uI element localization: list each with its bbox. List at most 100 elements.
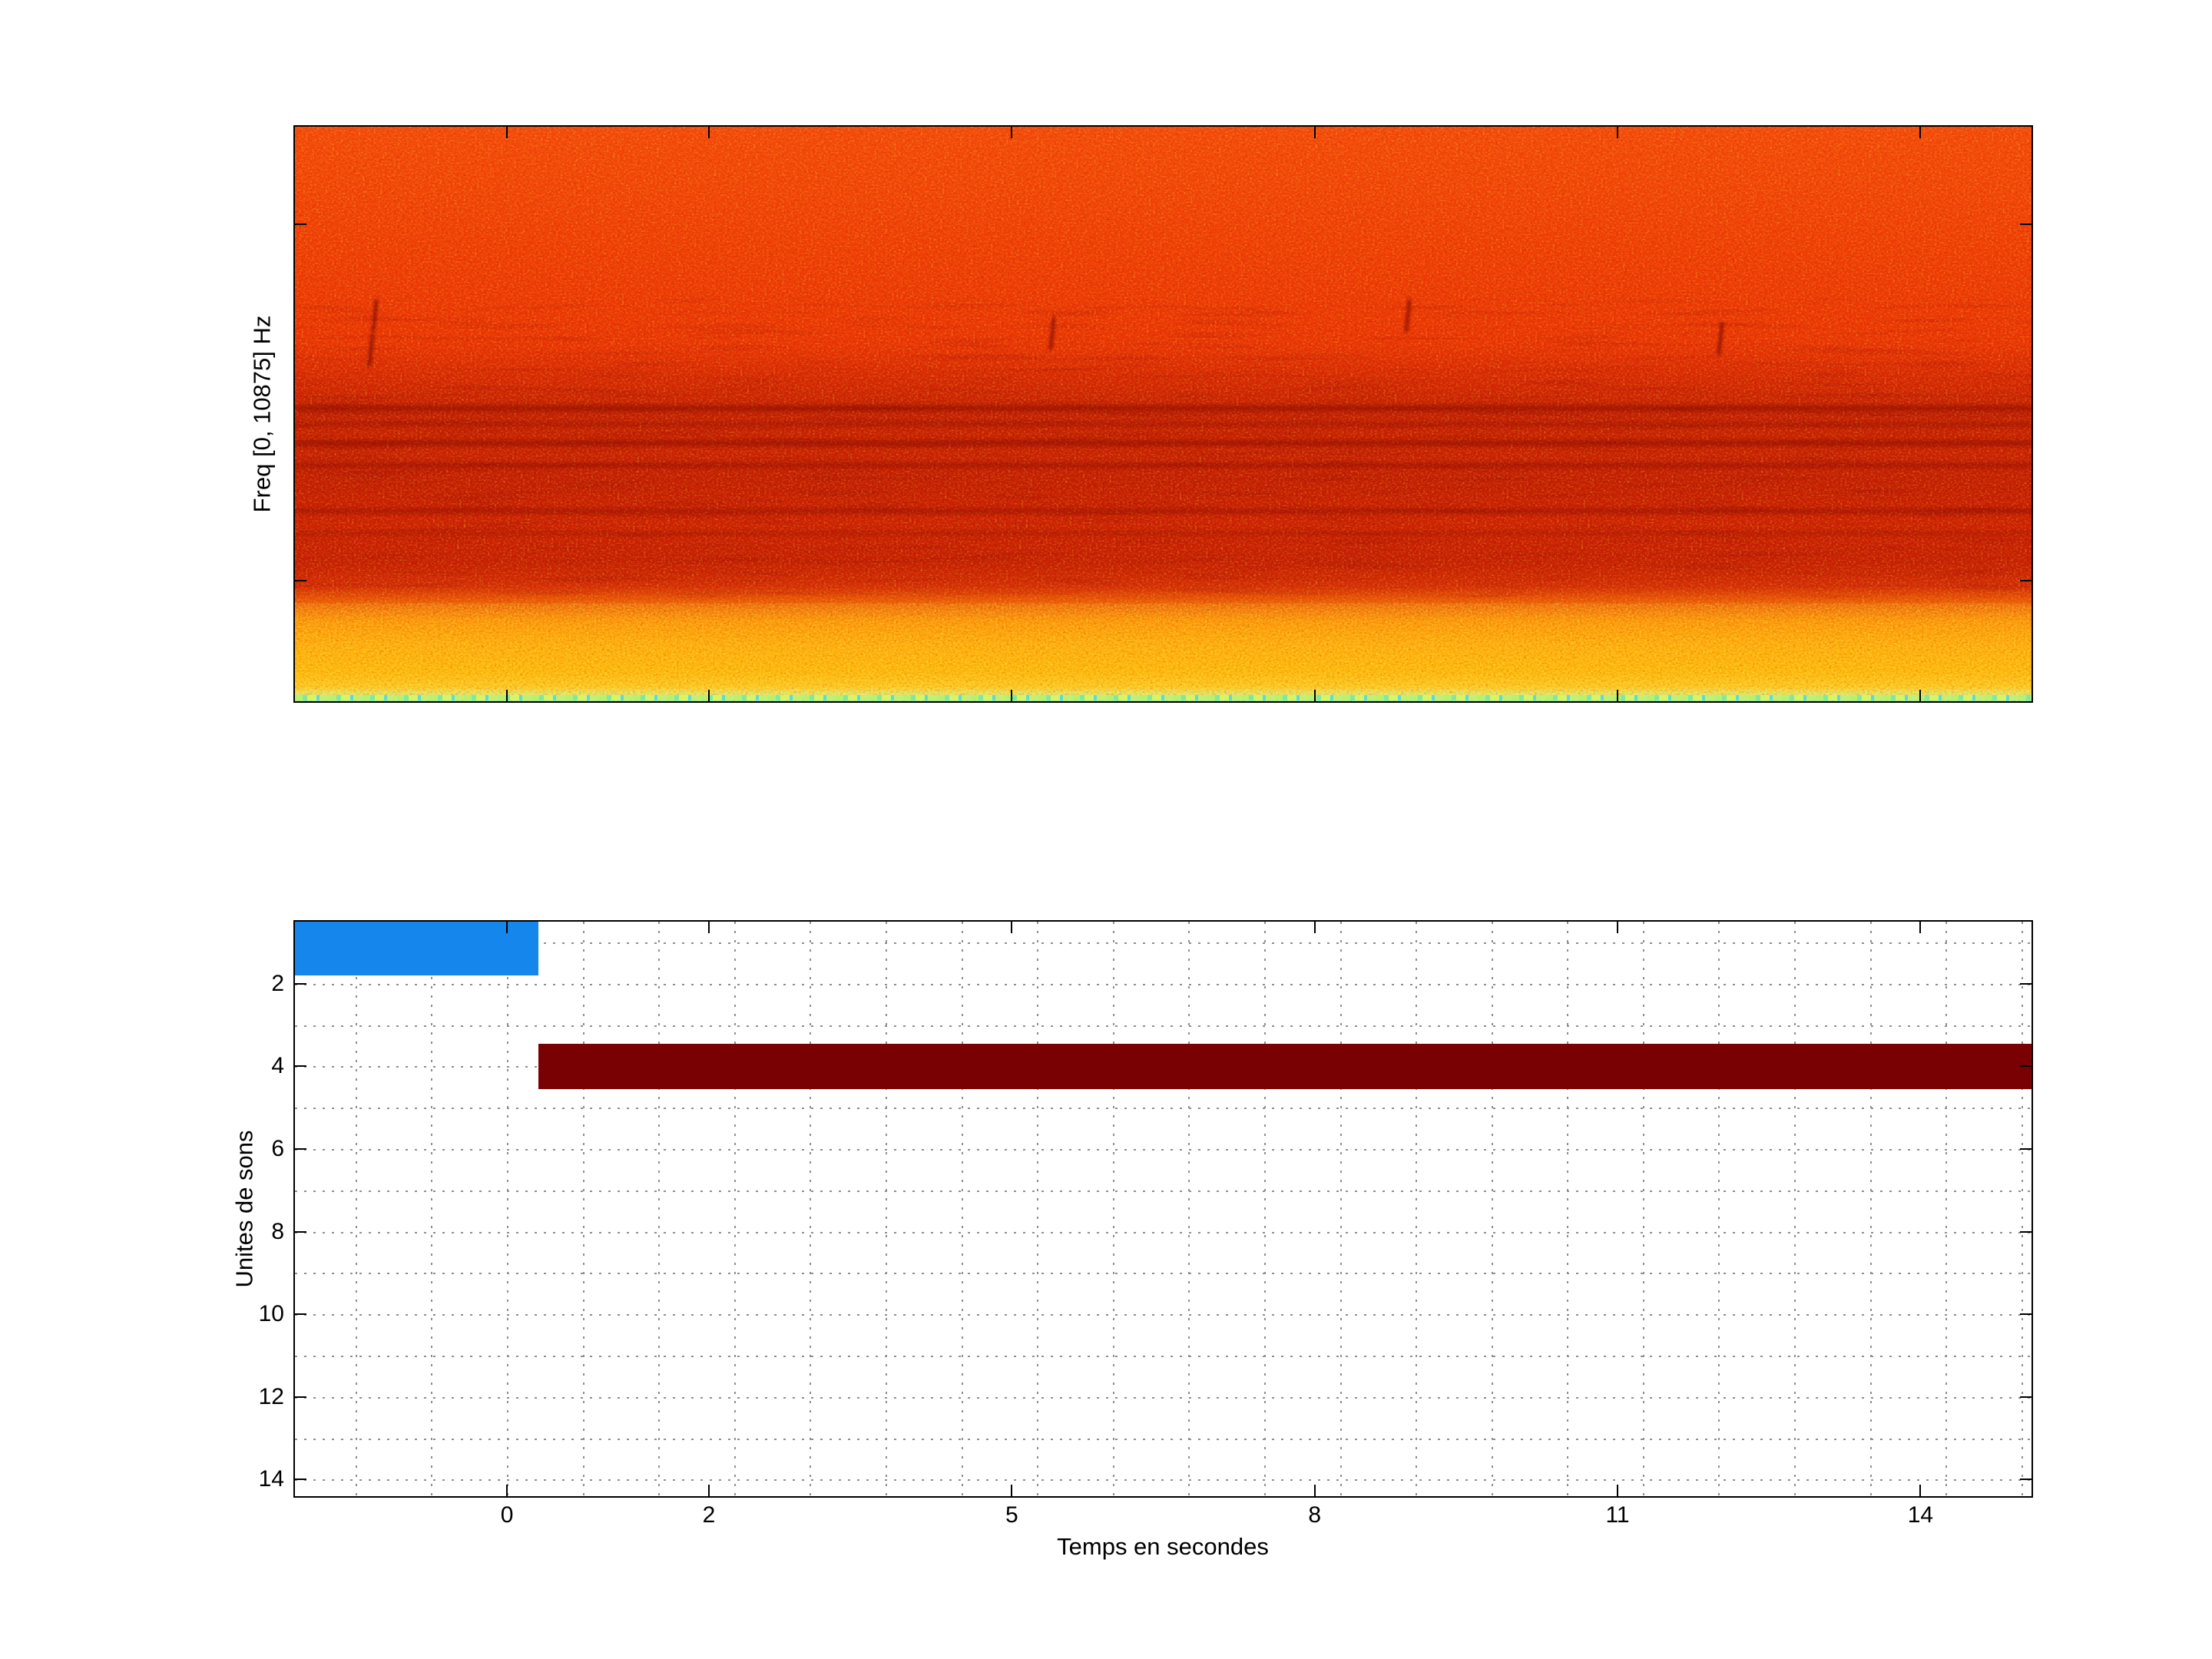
- x-tick-mark: [707, 127, 710, 138]
- x-tick-mark: [707, 690, 710, 701]
- activity-bar-unit-4: [538, 1043, 2032, 1089]
- spectrogram-bright-speckle-texture: [295, 127, 2032, 701]
- spectrogram-harmonic-streak: [295, 508, 2032, 515]
- grid-line-horizontal: [295, 1025, 2032, 1027]
- x-tick-mark: [506, 690, 508, 701]
- x-tick-mark: [1011, 690, 1013, 701]
- x-tick-mark: [506, 1485, 508, 1496]
- y-tick-mark: [295, 1479, 306, 1481]
- y-tick-mark: [2020, 1065, 2032, 1068]
- y-tick-label: 10: [258, 1301, 284, 1327]
- spectrogram-harmonic-streak: [295, 531, 2032, 536]
- y-tick-mark: [295, 1396, 306, 1398]
- grid-line-horizontal: [295, 1438, 2032, 1440]
- grid-line-horizontal: [295, 1108, 2032, 1110]
- grid-line-vertical: [961, 922, 963, 1496]
- x-tick-mark: [1313, 127, 1316, 138]
- y-tick-mark: [295, 982, 306, 985]
- x-tick-label: 2: [702, 1502, 716, 1528]
- grid-line-horizontal: [295, 1479, 2032, 1482]
- x-tick-mark: [506, 922, 508, 933]
- grid-line-vertical: [1794, 922, 1796, 1496]
- spectrogram-harmonic-streak: [295, 405, 2032, 411]
- grid-line-vertical: [431, 922, 433, 1496]
- grid-line-vertical: [1188, 922, 1190, 1496]
- grid-line-vertical: [810, 922, 812, 1496]
- grid-line-vertical: [1567, 922, 1569, 1496]
- y-tick-mark: [2020, 1479, 2032, 1481]
- grid-line-vertical: [1869, 922, 1872, 1496]
- grid-line-vertical: [1263, 922, 1266, 1496]
- activity-ylabel: Unites de sons: [230, 1130, 258, 1288]
- x-tick-mark: [1617, 127, 1619, 138]
- x-tick-mark: [506, 127, 508, 138]
- y-tick-label: 12: [258, 1383, 284, 1409]
- grid-line-vertical: [1718, 922, 1720, 1496]
- y-tick-label: 6: [271, 1135, 284, 1161]
- grid-line-vertical: [1112, 922, 1114, 1496]
- x-tick-mark: [1617, 922, 1619, 933]
- y-tick-label: 2: [271, 970, 284, 996]
- x-tick-mark: [1011, 922, 1013, 933]
- x-tick-mark: [1919, 1485, 1922, 1496]
- x-tick-mark: [1919, 922, 1922, 933]
- y-tick-mark: [295, 1147, 306, 1150]
- x-tick-mark: [1617, 1485, 1619, 1496]
- activity-plot-area: 0 2 5 8 11 14 2 4 6 8 10 12 14: [259, 922, 2032, 1527]
- x-tick-mark: [1313, 1485, 1316, 1496]
- y-tick-mark: [295, 1230, 306, 1233]
- grid-line-vertical: [886, 922, 887, 1496]
- activity-plot: 0 2 5 8 11 14 2 4 6 8 10 12 14: [259, 920, 2033, 1527]
- x-tick-mark: [1313, 922, 1316, 933]
- y-tick-mark: [2020, 982, 2032, 985]
- x-tick-mark: [707, 1485, 710, 1496]
- x-tick-mark: [1919, 127, 1922, 138]
- x-tick-label: 11: [1605, 1502, 1630, 1528]
- grid-line-horizontal: [295, 1148, 2032, 1151]
- grid-line-horizontal: [295, 1273, 2032, 1275]
- grid-line-vertical: [1037, 922, 1039, 1496]
- grid-line-horizontal: [295, 1314, 2032, 1316]
- grid-line-horizontal: [295, 1190, 2032, 1192]
- y-tick-mark: [2020, 579, 2032, 581]
- y-tick-label: 4: [271, 1053, 284, 1079]
- spectrogram-harmonic-streak: [295, 422, 2032, 427]
- x-tick-mark: [1011, 127, 1013, 138]
- grid-line-horizontal: [295, 983, 2032, 985]
- x-tick-label: 8: [1308, 1502, 1322, 1528]
- y-tick-mark: [2020, 1147, 2032, 1150]
- y-tick-mark: [2020, 224, 2032, 226]
- grid-line-horizontal: [295, 1356, 2032, 1358]
- y-tick-mark: [2020, 1230, 2032, 1233]
- x-tick-mark: [707, 922, 710, 933]
- grid-line-vertical: [507, 922, 509, 1496]
- y-tick-mark: [295, 1065, 306, 1068]
- x-tick-mark: [1919, 690, 1922, 701]
- activity-bar-unit-1: [295, 922, 538, 975]
- grid-line-vertical: [1339, 922, 1342, 1496]
- y-tick-mark: [295, 579, 306, 581]
- y-tick-mark: [295, 1313, 306, 1316]
- x-tick-mark: [1617, 690, 1619, 701]
- x-tick-label: 0: [500, 1502, 514, 1528]
- x-tick-mark: [1313, 690, 1316, 701]
- grid-line-vertical: [355, 922, 357, 1496]
- grid-line-horizontal: [295, 942, 2032, 944]
- grid-line-horizontal: [295, 1396, 2032, 1399]
- grid-line-vertical: [658, 922, 661, 1496]
- grid-line-vertical: [1491, 922, 1493, 1496]
- spectrogram-plot: [293, 125, 2033, 703]
- grid-line-vertical: [582, 922, 584, 1496]
- y-tick-mark: [2020, 1313, 2032, 1316]
- grid-line-vertical: [1416, 922, 1418, 1496]
- x-tick-label: 5: [1005, 1502, 1018, 1528]
- y-tick-label: 14: [258, 1466, 284, 1492]
- grid-line-vertical: [1945, 922, 1948, 1496]
- spectrogram-green-baseline: [295, 695, 2032, 700]
- grid-line-vertical: [1642, 922, 1644, 1496]
- grid-line-horizontal: [295, 1231, 2032, 1233]
- y-tick-mark: [2020, 1396, 2032, 1398]
- activity-xlabel: Temps en secondes: [1057, 1533, 1269, 1560]
- spectrogram-harmonic-streak: [295, 439, 2032, 446]
